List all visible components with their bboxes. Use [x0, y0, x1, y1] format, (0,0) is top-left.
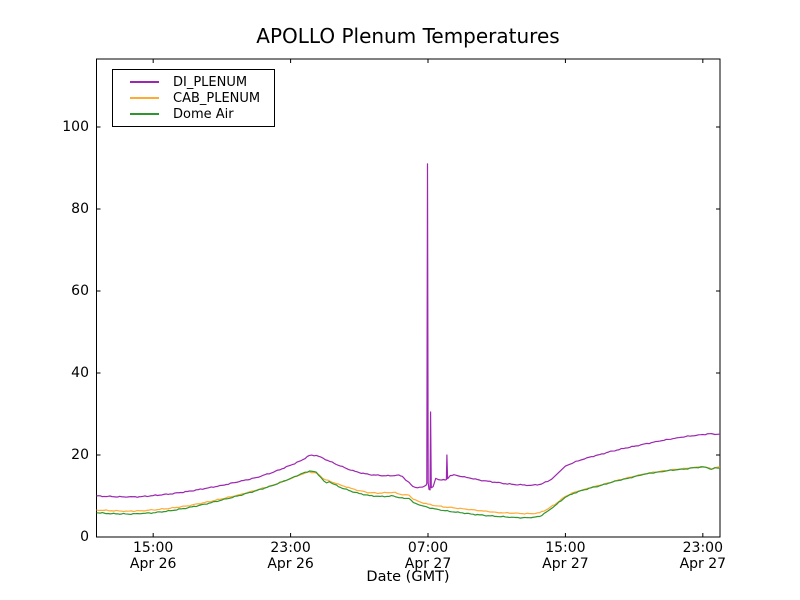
- x-tick-time: 23:00: [270, 540, 311, 556]
- legend: DI_PLENUM CAB_PLENUM Dome Air: [112, 69, 276, 127]
- x-tick-time: 15:00: [545, 540, 586, 556]
- y-tick-label: 40: [71, 365, 89, 381]
- y-tick-label: 80: [71, 201, 89, 217]
- x-tick-time: 23:00: [682, 540, 723, 556]
- legend-label: Dome Air: [173, 106, 234, 122]
- legend-line-sample: [130, 97, 159, 99]
- x-tick-date: Apr 26: [267, 555, 314, 572]
- legend-line-sample: [130, 81, 159, 83]
- x-tick-date: Apr 27: [542, 555, 589, 572]
- x-tick-date: Apr 26: [129, 555, 177, 572]
- legend-entry: Dome Air: [130, 106, 260, 122]
- x-tick-label: 23:00 Apr 26: [246, 540, 336, 572]
- y-tick-label: 100: [62, 119, 89, 135]
- axes-frame: [96, 58, 721, 538]
- legend-entry: CAB_PLENUM: [130, 90, 260, 106]
- chart-title: APOLLO Plenum Temperatures: [256, 24, 560, 48]
- x-tick-label: 15:00 Apr 27: [520, 540, 610, 572]
- y-tick-label: 20: [71, 447, 89, 463]
- x-tick-label: 23:00 Apr 27: [658, 540, 748, 572]
- x-axis-label: Date (GMT): [366, 569, 450, 585]
- legend-line-sample: [130, 113, 159, 115]
- x-tick-label: 15:00 Apr 26: [108, 540, 198, 572]
- x-tick-time: 07:00: [407, 540, 449, 556]
- legend-label: CAB_PLENUM: [173, 90, 261, 106]
- x-tick-date: Apr 27: [404, 555, 452, 572]
- legend-entry: DI_PLENUM: [130, 74, 260, 90]
- series-line-dome-air: [96, 466, 721, 519]
- y-tick-label: 0: [80, 529, 89, 545]
- y-tick-label: 60: [71, 283, 89, 299]
- series-line-di-plenum: [96, 163, 721, 498]
- x-tick-date: Apr 27: [679, 555, 727, 572]
- legend-label: DI_PLENUM: [173, 74, 248, 90]
- x-tick-time: 15:00: [132, 540, 174, 556]
- x-tick-label: 07:00 Apr 27: [383, 540, 473, 572]
